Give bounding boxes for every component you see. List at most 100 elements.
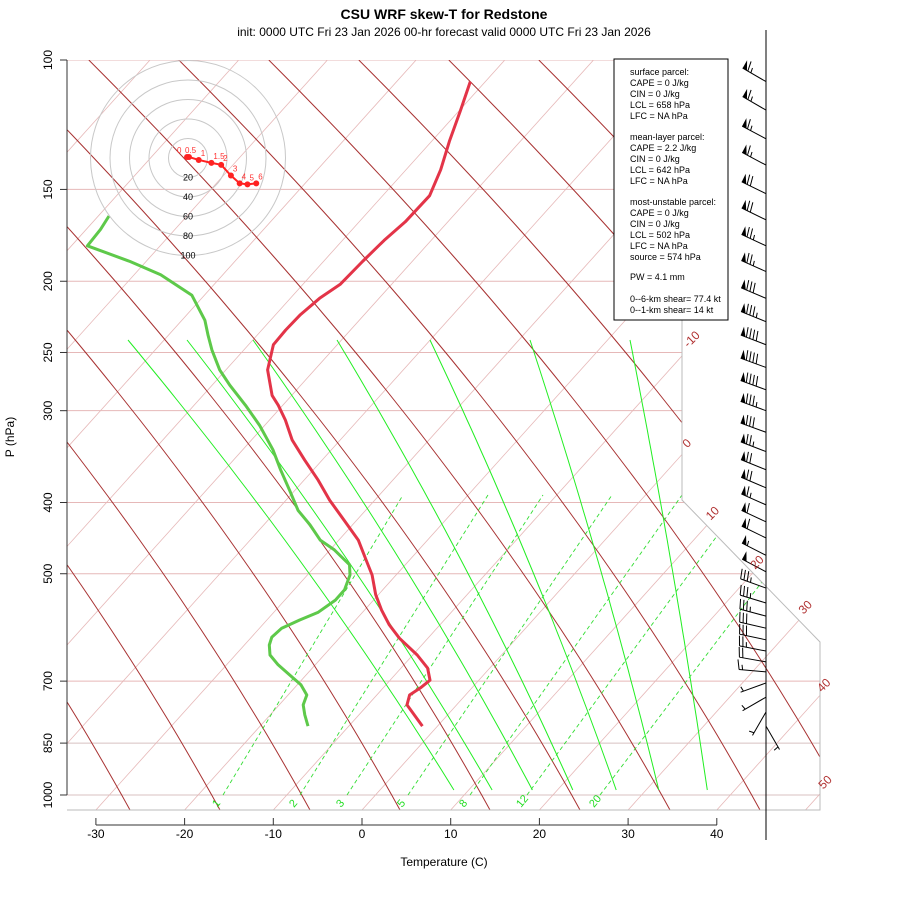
info-ml-2: CIN = 0 J/kg: [630, 154, 680, 164]
wind-barb-feather: [745, 393, 749, 404]
mixing-ratio-line: [346, 494, 544, 796]
mixing-ratio-line: [222, 494, 404, 796]
wind-barb-shaft: [741, 542, 767, 556]
info-box: surface parcel: CAPE = 0 J/kg CIN = 0 J/…: [613, 58, 729, 321]
mixing-ratio-label: 3: [334, 798, 347, 810]
mixing-ratio-label: 1: [210, 798, 223, 810]
info-pw: PW = 4.1 mm: [630, 272, 685, 282]
info-shear-6km: 0--6-km shear= 77.4 kt: [630, 294, 721, 304]
wind-barb-pennant: [742, 551, 747, 562]
hodograph-ring-label: 40: [183, 192, 193, 202]
isotherm-label: 20: [747, 552, 767, 572]
chart-title: CSU WRF skew-T for Redstone: [341, 6, 548, 22]
wind-barb-pennant: [740, 372, 746, 383]
y-tick-label: 400: [41, 492, 55, 512]
info-ml-3: LCL = 642 hPa: [630, 165, 690, 175]
y-tick-label: 100: [41, 50, 55, 70]
wind-barb-feather: [749, 394, 752, 405]
wind-barb: [739, 623, 767, 641]
wind-barb-feather: [746, 518, 751, 529]
wind-barb: [740, 326, 767, 346]
wind-barb: [741, 696, 767, 712]
wind-barb-feather: [742, 599, 745, 611]
isotherm-label: 10: [703, 503, 723, 523]
hodograph-point-label: 4: [242, 172, 247, 181]
wind-barb-feather: [749, 470, 753, 482]
wind-barb: [740, 433, 767, 453]
wind-barb-feather: [749, 202, 754, 213]
wind-barb-feather: [749, 373, 752, 384]
hodograph-ring: [129, 99, 247, 217]
hodograph-point: [253, 180, 260, 187]
wind-barb: [738, 646, 767, 663]
wind-barb-feather: [746, 174, 751, 185]
wind-barb: [749, 711, 767, 736]
dry-adiabat-line: [67, 60, 401, 810]
wind-barb-pennant: [741, 226, 747, 237]
hodograph-ring-label: 20: [183, 173, 193, 183]
hodograph-ring: [148, 118, 228, 198]
info-surface-2: CIN = 0 J/kg: [630, 89, 680, 99]
wind-barb-feather: [746, 586, 749, 598]
wind-barb-feather: [745, 433, 749, 445]
mixing-ratio-line: [299, 494, 489, 796]
wind-barb: [741, 118, 767, 140]
isotherm-label: -10: [681, 328, 703, 350]
isotherm-label: 40: [814, 675, 834, 695]
mixing-ratio-line: [469, 494, 683, 796]
wind-barb: [740, 303, 767, 323]
isotherm-line: [67, 60, 710, 810]
dry-adiabat-line: [67, 60, 581, 810]
wind-barb: [740, 414, 767, 433]
isotherm-line: [67, 60, 621, 810]
wind-barb: [742, 88, 767, 111]
wind-barb-half-feather: [740, 686, 744, 692]
wind-barb-shaft: [739, 633, 767, 641]
wind-barb-feather: [749, 328, 752, 339]
wind-barb-feather: [749, 435, 752, 446]
wind-barb-pennant: [741, 535, 747, 546]
wind-barb-shaft: [739, 621, 767, 629]
wind-barb-pennant: [741, 199, 747, 211]
hodograph-ring: [109, 79, 267, 237]
wind-barb: [740, 349, 767, 368]
wind-barb-shaft: [739, 608, 767, 617]
wind-barb-half-feather: [773, 746, 779, 751]
wind-barb-half-feather: [750, 67, 753, 74]
wind-barb-feather: [746, 600, 748, 611]
dry-adiabat-line: [67, 60, 131, 810]
hodograph-point-label: 1: [201, 149, 206, 158]
profiles: [85, 81, 472, 727]
info-mu-3: LCL = 502 hPa: [630, 230, 690, 240]
wind-barb-feather: [749, 228, 754, 239]
wind-barb-half-feather: [749, 730, 755, 734]
wind-barb: [740, 682, 767, 693]
dry-adiabat-line: [808, 60, 820, 810]
wind-barb-feather: [746, 280, 750, 291]
hodograph-point: [185, 154, 192, 161]
wind-barbs: [737, 30, 780, 840]
info-ml-1: CAPE = 2.2 J/kg: [630, 143, 696, 153]
isotherm-line: [67, 60, 444, 810]
wind-barb-feather: [745, 327, 749, 338]
moist-adiabat-line: [629, 339, 708, 791]
wind-barb: [765, 725, 780, 751]
wind-barb-pennant: [740, 303, 746, 314]
hodograph-point-label: 3: [233, 165, 238, 174]
wind-barb: [740, 392, 767, 412]
plot-boundary: [67, 60, 821, 811]
hodograph-point: [227, 172, 234, 179]
wind-barb-feather: [749, 416, 752, 427]
wind-barb-feather: [755, 353, 759, 364]
wind-barb-shaft: [765, 725, 780, 750]
wind-barb-feather: [746, 303, 749, 314]
wind-barb-feather: [739, 584, 742, 596]
hodograph-point-label: 0: [177, 146, 182, 155]
hodograph-point-label: 0.5: [185, 146, 197, 155]
wind-barb-shaft: [742, 67, 767, 83]
dry-adiabat-line: [67, 60, 491, 810]
wind-barb-pennant: [741, 485, 746, 496]
moist-adiabat-line: [252, 339, 533, 791]
wind-barb: [741, 485, 767, 506]
